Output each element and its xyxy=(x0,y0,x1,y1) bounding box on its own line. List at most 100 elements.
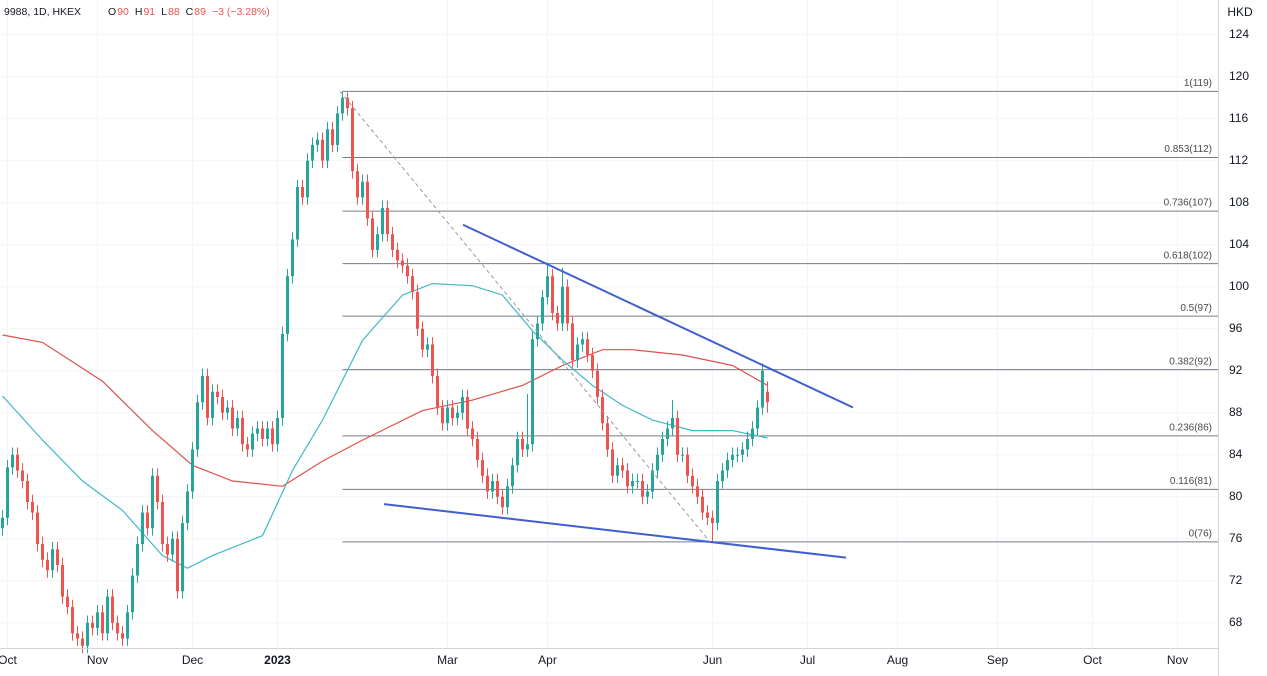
candle-body xyxy=(51,549,54,571)
candle-body xyxy=(581,339,584,345)
candle-body xyxy=(116,622,119,634)
candle-body xyxy=(216,391,219,397)
candle-body xyxy=(221,396,224,413)
candle-body xyxy=(371,218,374,250)
candle-body xyxy=(246,444,249,450)
candle-body xyxy=(136,544,139,576)
candle-body xyxy=(511,465,514,487)
candle-body xyxy=(81,638,84,646)
candle-body xyxy=(201,375,204,403)
x-tick-label: 2023 xyxy=(264,653,291,667)
candle-body xyxy=(286,276,289,334)
trendline xyxy=(383,503,847,559)
candle-body xyxy=(331,129,334,145)
candle-body xyxy=(96,612,99,629)
candle-body xyxy=(431,344,434,376)
candle-body xyxy=(41,544,44,560)
axes: 68 72 76 80 84 88 92 96 100 104 108 112 116 120 124 Oct… xyxy=(0,27,1249,667)
candle-body xyxy=(266,428,269,440)
x-tick-label: Oct xyxy=(0,653,17,667)
candle-body xyxy=(206,375,209,418)
candle-body xyxy=(751,428,754,440)
candle-body xyxy=(546,276,549,298)
x-tick-label: Aug xyxy=(887,653,908,667)
candle-body xyxy=(451,407,454,418)
candle-body xyxy=(736,454,739,456)
candle-body xyxy=(471,428,474,440)
candle-body xyxy=(666,428,669,440)
y-tick-label: 116 xyxy=(1229,111,1248,125)
candle-body xyxy=(411,276,414,292)
trendlines xyxy=(339,91,854,559)
fib-label: 0.236(86) xyxy=(1169,422,1212,433)
candle-body xyxy=(191,449,194,492)
fib-retracement: 1(119) 0.853(112) 0.736(107) 0.618(102) 0.5(… xyxy=(342,78,1218,543)
ohlc-key: C xyxy=(186,6,194,18)
grid xyxy=(0,0,1218,648)
candle-body xyxy=(101,612,104,634)
y-tick-label: 92 xyxy=(1229,363,1243,377)
candle-body xyxy=(696,486,699,497)
x-tick-label: Nov xyxy=(1167,653,1188,667)
y-tick-label: 120 xyxy=(1229,69,1249,83)
candle-body xyxy=(676,417,679,455)
y-tick-label: 108 xyxy=(1229,195,1249,209)
symbol: 9988, 1D, HKEX xyxy=(4,6,81,18)
candle-body xyxy=(181,523,184,592)
candle-body xyxy=(556,312,559,324)
candle-body xyxy=(251,433,254,450)
candle-body xyxy=(651,470,654,492)
y-tick-label: 76 xyxy=(1229,531,1243,545)
candle-body xyxy=(126,612,129,639)
candle-body xyxy=(151,475,154,529)
candle-body xyxy=(571,323,574,361)
candle-body xyxy=(71,607,74,634)
candle-body xyxy=(211,391,214,418)
trendline xyxy=(339,91,711,543)
candle-body xyxy=(46,559,49,571)
candle-body xyxy=(306,160,309,198)
fib-label: 0.382(92) xyxy=(1169,356,1212,367)
candle-body xyxy=(86,622,89,646)
candle-body xyxy=(691,475,694,487)
candle-body xyxy=(161,502,164,545)
candle-body xyxy=(526,444,529,450)
candle-body xyxy=(391,234,394,250)
candle-body xyxy=(121,633,124,639)
candle-body xyxy=(516,439,519,466)
candle-body xyxy=(106,596,109,634)
candle-body xyxy=(281,333,284,418)
candle-body xyxy=(646,491,649,497)
candle-body xyxy=(76,633,79,639)
change: −3 (−3.28%) xyxy=(212,6,270,18)
candle-body xyxy=(26,481,29,503)
candle-body xyxy=(276,417,279,445)
candle-body xyxy=(311,144,314,161)
candle-body xyxy=(586,339,589,355)
candle-body xyxy=(341,97,344,114)
candle-body xyxy=(356,171,359,198)
candle-body xyxy=(576,344,579,361)
candle-body xyxy=(421,328,424,350)
fib-label: 0.853(112) xyxy=(1164,144,1212,155)
candle-body xyxy=(436,375,439,408)
candle-body xyxy=(731,454,734,461)
candle-body xyxy=(641,481,644,497)
fib-label: 0.116(81) xyxy=(1170,476,1212,487)
x-tick-label: Mar xyxy=(437,653,458,667)
candle-body xyxy=(531,339,534,445)
candle-body xyxy=(146,512,149,529)
candle-body xyxy=(681,454,684,456)
ohlc-value: 88 xyxy=(168,6,180,18)
candle-body xyxy=(501,496,504,508)
y-tick-label: 104 xyxy=(1229,237,1249,251)
candle-body xyxy=(621,465,624,471)
candle-body xyxy=(1,517,4,529)
ohlc-key: H xyxy=(135,6,143,18)
y-tick-label: 84 xyxy=(1229,447,1243,461)
candle-body xyxy=(291,239,294,277)
candle-body xyxy=(541,297,544,324)
candle-body xyxy=(236,417,239,429)
candle-body xyxy=(141,512,144,545)
candle-body xyxy=(401,260,404,266)
